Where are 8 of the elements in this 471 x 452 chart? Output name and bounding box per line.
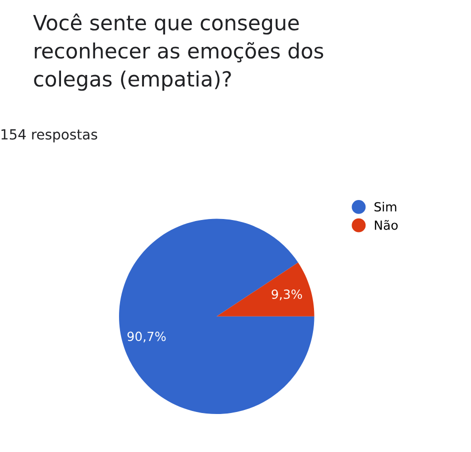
legend-label: Sim: [374, 202, 396, 212]
chart-subtitle: 154 respostas: [2, 129, 98, 142]
pie-slice: [119, 218, 314, 414]
data-label: 9,3%: [272, 289, 302, 300]
legend-label: Não: [374, 220, 398, 230]
pie-slice: [216, 262, 314, 316]
data-label: 90,7%: [127, 332, 166, 342]
chart-title: Você sente que consegue reconhecer as emoções dos colegas (empatia)?: [33, 14, 324, 91]
